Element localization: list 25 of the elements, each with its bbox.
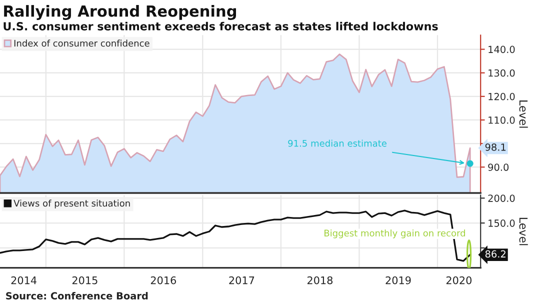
x-tick-label: 2018 bbox=[307, 276, 333, 284]
data-label: 98.1 bbox=[485, 143, 506, 151]
x-tick-label: 2015 bbox=[72, 276, 98, 284]
y-tick-label: 110.0 bbox=[488, 116, 515, 124]
y-axis-title: Level bbox=[519, 218, 528, 246]
x-tick-label: 2016 bbox=[150, 276, 176, 284]
legend-label: Index of consumer confidence bbox=[14, 40, 150, 47]
y-tick-label: 90.0 bbox=[488, 164, 509, 171]
x-tick-label: 2017 bbox=[229, 276, 254, 284]
x-tick-label: 2020 bbox=[446, 276, 472, 284]
y-axis-title: Level bbox=[519, 100, 528, 128]
y-tick-label: 150.0 bbox=[488, 220, 515, 227]
legend-label: Views of present situation bbox=[14, 200, 130, 208]
y-tick-label: 200.0 bbox=[488, 194, 515, 202]
source-note: Source: Conference Board bbox=[6, 292, 148, 300]
chart-title: Rallying Around Reopening bbox=[4, 5, 236, 20]
x-tick-label: 2019 bbox=[386, 276, 411, 284]
data-label: 86.2 bbox=[485, 250, 506, 258]
x-tick-label: 2014 bbox=[11, 276, 36, 284]
chart-subtitle: U.S. consumer sentiment exceeds forecast as states lifted lockdowns bbox=[4, 22, 438, 30]
y-tick-label: 130.0 bbox=[488, 69, 515, 77]
y-tick-label: 120.0 bbox=[488, 92, 515, 100]
annotation: Biggest monthly gain on record bbox=[324, 230, 465, 238]
y-tick-label: 140.0 bbox=[488, 46, 515, 54]
annotation: 91.5 median estimate bbox=[288, 140, 386, 147]
